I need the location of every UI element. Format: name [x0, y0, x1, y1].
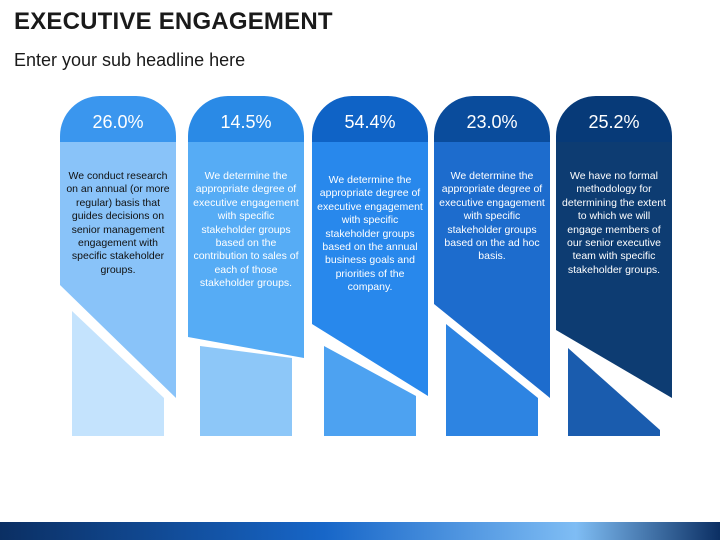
page-subtitle: Enter your sub headline here [14, 50, 246, 70]
ribbon-card-2: 14.5% We determine the appropriate degre… [188, 96, 304, 436]
footer-gradient-bar [0, 522, 720, 540]
ribbon-card-4: 23.0% We determine the appropriate degre… [434, 96, 550, 436]
ribbon-card-3: 54.4% We determine the appropriate degre… [312, 96, 428, 436]
percent-value: 23.0% [466, 112, 518, 132]
percent-value: 25.2% [588, 112, 640, 132]
ribbon-shape-2 [188, 96, 304, 436]
percent-value: 54.4% [344, 112, 396, 132]
ribbon-shape-3 [312, 96, 428, 436]
description-text: We have no formal methodology for determ… [562, 170, 666, 276]
percent-value: 26.0% [92, 112, 144, 132]
description-text: We conduct research on an annual (or mor… [66, 170, 170, 276]
description-text: We determine the appropriate degree of e… [193, 170, 299, 290]
ribbon-shape-4 [434, 96, 550, 436]
page-title: EXECUTIVE ENGAGEMENT [14, 8, 333, 35]
percent-value: 14.5% [220, 112, 272, 132]
ribbon-shape-5 [556, 96, 672, 436]
ribbon-card-5: 25.2% We have no formal methodology for … [556, 96, 672, 436]
ribbon-shape-1 [60, 96, 176, 436]
description-text: We determine the appropriate degree of e… [439, 170, 545, 263]
ribbon-card-1: 26.0% We conduct research on an annual (… [60, 96, 176, 436]
description-text: We determine the appropriate degree of e… [317, 174, 423, 294]
